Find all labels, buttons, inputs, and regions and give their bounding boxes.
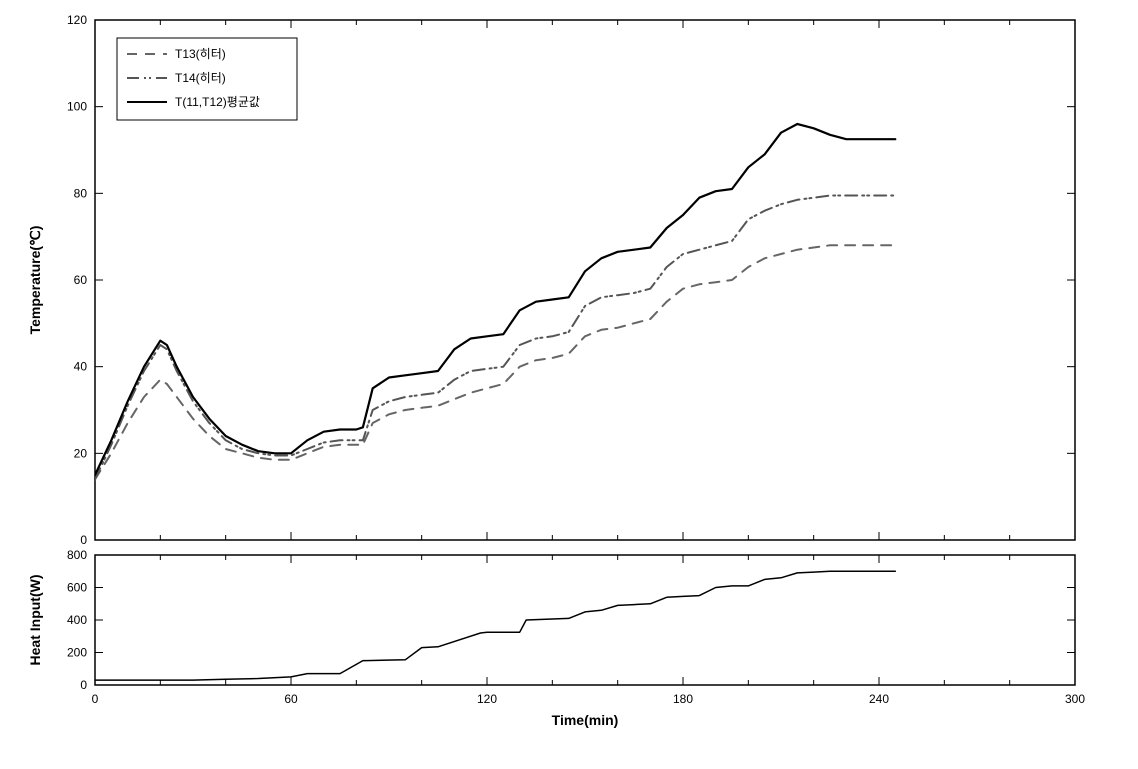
series-T14 — [95, 196, 895, 480]
chart-svg: 0 20 40 60 80 100 120 Temperature(℃) T13(히터) T14(… — [0, 0, 1138, 769]
y-tick-label: 80 — [74, 186, 88, 200]
y-tick-label: 20 — [74, 446, 88, 460]
y-tick-label: 60 — [74, 273, 88, 287]
y-tick-label: 200 — [67, 646, 87, 660]
y-tick-label: 800 — [67, 548, 87, 562]
x-axis-label: Time(min) — [552, 712, 619, 728]
y-tick-label: 120 — [67, 13, 87, 27]
y-axis-label-top: Temperature(℃) — [27, 226, 43, 335]
series-T13 — [95, 245, 895, 479]
chart-container: 0 20 40 60 80 100 120 Temperature(℃) T13(히터) T14(… — [0, 0, 1138, 769]
x-tick-label: 300 — [1065, 692, 1085, 706]
x-tick-label: 240 — [869, 692, 889, 706]
series-heat — [95, 571, 895, 680]
x-tick-label: 0 — [92, 692, 99, 706]
x-tick-label: 120 — [477, 692, 497, 706]
plot-border — [95, 555, 1075, 685]
legend-label: T14(히터) — [175, 71, 226, 85]
x-tick-label: 180 — [673, 692, 693, 706]
legend-label: T13(히터) — [175, 47, 226, 61]
x-tick-label: 60 — [284, 692, 298, 706]
y-tick-label: 600 — [67, 581, 87, 595]
y-tick-label: 0 — [80, 678, 87, 692]
y-tick-label: 400 — [67, 613, 87, 627]
series-Tavg — [95, 124, 895, 475]
y-tick-label: 40 — [74, 360, 88, 374]
y-axis-label-bottom: Heat Input(W) — [27, 575, 43, 666]
y-tick-label: 100 — [67, 100, 87, 114]
legend-label: T(11,T12)평균값 — [175, 95, 260, 109]
y-tick-label: 0 — [80, 533, 87, 547]
